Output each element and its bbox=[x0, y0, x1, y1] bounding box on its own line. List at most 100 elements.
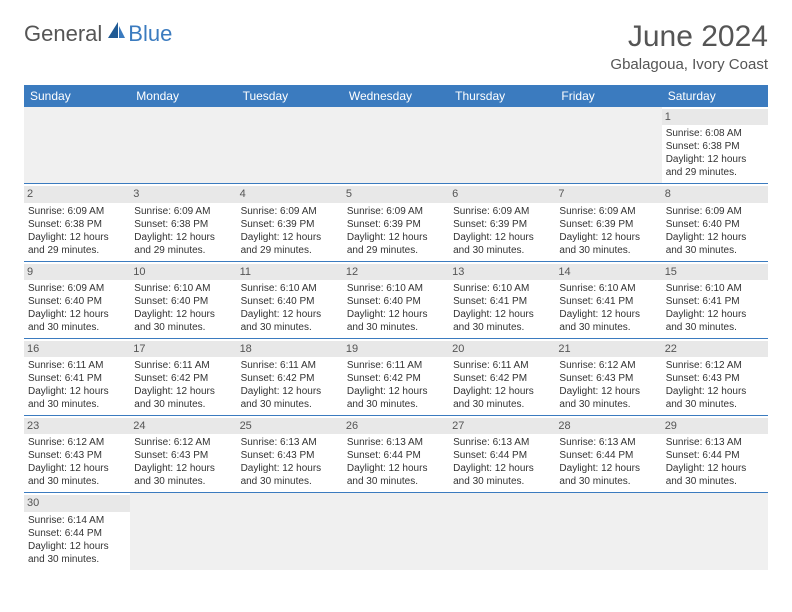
day-cell-10: 10Sunrise: 6:10 AMSunset: 6:40 PMDayligh… bbox=[130, 261, 236, 338]
sunrise-text: Sunrise: 6:10 AM bbox=[666, 282, 764, 295]
day-number: 24 bbox=[130, 418, 236, 434]
day-number: 30 bbox=[24, 495, 130, 511]
day-number: 3 bbox=[130, 186, 236, 202]
sunset-text: Sunset: 6:41 PM bbox=[453, 295, 551, 308]
daylight-text: Daylight: 12 hours and 30 minutes. bbox=[28, 462, 126, 488]
day-number: 21 bbox=[555, 341, 661, 357]
sunrise-text: Sunrise: 6:10 AM bbox=[347, 282, 445, 295]
sunset-text: Sunset: 6:41 PM bbox=[559, 295, 657, 308]
daylight-text: Daylight: 12 hours and 30 minutes. bbox=[241, 385, 339, 411]
sunset-text: Sunset: 6:39 PM bbox=[241, 218, 339, 231]
day-number: 25 bbox=[237, 418, 343, 434]
day-cell-7: 7Sunrise: 6:09 AMSunset: 6:39 PMDaylight… bbox=[555, 184, 661, 261]
daylight-text: Daylight: 12 hours and 30 minutes. bbox=[28, 385, 126, 411]
sunrise-text: Sunrise: 6:13 AM bbox=[241, 436, 339, 449]
logo-text-general: General bbox=[24, 21, 102, 47]
sunset-text: Sunset: 6:43 PM bbox=[241, 449, 339, 462]
day-cell-19: 19Sunrise: 6:11 AMSunset: 6:42 PMDayligh… bbox=[343, 338, 449, 415]
blank-cell bbox=[343, 107, 449, 184]
day-number: 27 bbox=[449, 418, 555, 434]
day-cell-17: 17Sunrise: 6:11 AMSunset: 6:42 PMDayligh… bbox=[130, 338, 236, 415]
sunset-text: Sunset: 6:38 PM bbox=[666, 140, 764, 153]
day-number: 2 bbox=[24, 186, 130, 202]
title-block: June 2024 Gbalagoua, Ivory Coast bbox=[610, 20, 768, 73]
day-header-sunday: Sunday bbox=[24, 85, 130, 107]
sunset-text: Sunset: 6:38 PM bbox=[134, 218, 232, 231]
calendar-body: 1Sunrise: 6:08 AMSunset: 6:38 PMDaylight… bbox=[24, 107, 768, 570]
calendar-row: 9Sunrise: 6:09 AMSunset: 6:40 PMDaylight… bbox=[24, 261, 768, 338]
day-cell-9: 9Sunrise: 6:09 AMSunset: 6:40 PMDaylight… bbox=[24, 261, 130, 338]
sunset-text: Sunset: 6:42 PM bbox=[134, 372, 232, 385]
blank-cell bbox=[24, 107, 130, 184]
sunrise-text: Sunrise: 6:12 AM bbox=[666, 359, 764, 372]
daylight-text: Daylight: 12 hours and 30 minutes. bbox=[241, 462, 339, 488]
sunset-text: Sunset: 6:39 PM bbox=[453, 218, 551, 231]
blank-cell bbox=[449, 493, 555, 570]
daylight-text: Daylight: 12 hours and 30 minutes. bbox=[347, 308, 445, 334]
sunset-text: Sunset: 6:44 PM bbox=[28, 527, 126, 540]
day-cell-18: 18Sunrise: 6:11 AMSunset: 6:42 PMDayligh… bbox=[237, 338, 343, 415]
daylight-text: Daylight: 12 hours and 30 minutes. bbox=[347, 462, 445, 488]
calendar-row: 23Sunrise: 6:12 AMSunset: 6:43 PMDayligh… bbox=[24, 416, 768, 493]
sunrise-text: Sunrise: 6:09 AM bbox=[28, 282, 126, 295]
sunset-text: Sunset: 6:41 PM bbox=[28, 372, 126, 385]
daylight-text: Daylight: 12 hours and 29 minutes. bbox=[28, 231, 126, 257]
day-number: 17 bbox=[130, 341, 236, 357]
sunset-text: Sunset: 6:40 PM bbox=[28, 295, 126, 308]
day-number: 4 bbox=[237, 186, 343, 202]
blank-cell bbox=[237, 107, 343, 184]
sunrise-text: Sunrise: 6:09 AM bbox=[134, 205, 232, 218]
daylight-text: Daylight: 12 hours and 30 minutes. bbox=[453, 231, 551, 257]
calendar-row: 16Sunrise: 6:11 AMSunset: 6:41 PMDayligh… bbox=[24, 338, 768, 415]
sunrise-text: Sunrise: 6:10 AM bbox=[241, 282, 339, 295]
day-number: 15 bbox=[662, 264, 768, 280]
day-number: 6 bbox=[449, 186, 555, 202]
sunset-text: Sunset: 6:44 PM bbox=[347, 449, 445, 462]
calendar-row: 1Sunrise: 6:08 AMSunset: 6:38 PMDaylight… bbox=[24, 107, 768, 184]
logo-text-blue: Blue bbox=[128, 21, 172, 47]
day-cell-12: 12Sunrise: 6:10 AMSunset: 6:40 PMDayligh… bbox=[343, 261, 449, 338]
sunset-text: Sunset: 6:43 PM bbox=[559, 372, 657, 385]
day-cell-8: 8Sunrise: 6:09 AMSunset: 6:40 PMDaylight… bbox=[662, 184, 768, 261]
calendar-row: 2Sunrise: 6:09 AMSunset: 6:38 PMDaylight… bbox=[24, 184, 768, 261]
day-cell-26: 26Sunrise: 6:13 AMSunset: 6:44 PMDayligh… bbox=[343, 416, 449, 493]
header: General Blue June 2024 Gbalagoua, Ivory … bbox=[24, 20, 768, 73]
daylight-text: Daylight: 12 hours and 30 minutes. bbox=[134, 462, 232, 488]
location: Gbalagoua, Ivory Coast bbox=[610, 56, 768, 73]
day-number: 19 bbox=[343, 341, 449, 357]
sunrise-text: Sunrise: 6:08 AM bbox=[666, 127, 764, 140]
daylight-text: Daylight: 12 hours and 30 minutes. bbox=[453, 385, 551, 411]
sunset-text: Sunset: 6:43 PM bbox=[134, 449, 232, 462]
day-header-row: SundayMondayTuesdayWednesdayThursdayFrid… bbox=[24, 85, 768, 107]
day-number: 8 bbox=[662, 186, 768, 202]
sunset-text: Sunset: 6:39 PM bbox=[559, 218, 657, 231]
sail-icon bbox=[104, 20, 126, 47]
blank-cell bbox=[449, 107, 555, 184]
sunset-text: Sunset: 6:40 PM bbox=[134, 295, 232, 308]
sunset-text: Sunset: 6:43 PM bbox=[666, 372, 764, 385]
sunrise-text: Sunrise: 6:09 AM bbox=[241, 205, 339, 218]
blank-cell bbox=[555, 107, 661, 184]
sunrise-text: Sunrise: 6:09 AM bbox=[666, 205, 764, 218]
sunset-text: Sunset: 6:44 PM bbox=[453, 449, 551, 462]
sunrise-text: Sunrise: 6:12 AM bbox=[28, 436, 126, 449]
day-number: 1 bbox=[662, 109, 768, 125]
sunrise-text: Sunrise: 6:10 AM bbox=[559, 282, 657, 295]
day-header-thursday: Thursday bbox=[449, 85, 555, 107]
day-cell-27: 27Sunrise: 6:13 AMSunset: 6:44 PMDayligh… bbox=[449, 416, 555, 493]
day-number: 10 bbox=[130, 264, 236, 280]
sunset-text: Sunset: 6:42 PM bbox=[347, 372, 445, 385]
day-header-friday: Friday bbox=[555, 85, 661, 107]
daylight-text: Daylight: 12 hours and 30 minutes. bbox=[241, 308, 339, 334]
day-number: 28 bbox=[555, 418, 661, 434]
sunrise-text: Sunrise: 6:12 AM bbox=[134, 436, 232, 449]
sunrise-text: Sunrise: 6:09 AM bbox=[453, 205, 551, 218]
sunset-text: Sunset: 6:39 PM bbox=[347, 218, 445, 231]
day-number: 29 bbox=[662, 418, 768, 434]
day-cell-1: 1Sunrise: 6:08 AMSunset: 6:38 PMDaylight… bbox=[662, 107, 768, 184]
sunrise-text: Sunrise: 6:11 AM bbox=[134, 359, 232, 372]
day-number: 16 bbox=[24, 341, 130, 357]
sunset-text: Sunset: 6:41 PM bbox=[666, 295, 764, 308]
daylight-text: Daylight: 12 hours and 30 minutes. bbox=[28, 308, 126, 334]
sunrise-text: Sunrise: 6:09 AM bbox=[347, 205, 445, 218]
